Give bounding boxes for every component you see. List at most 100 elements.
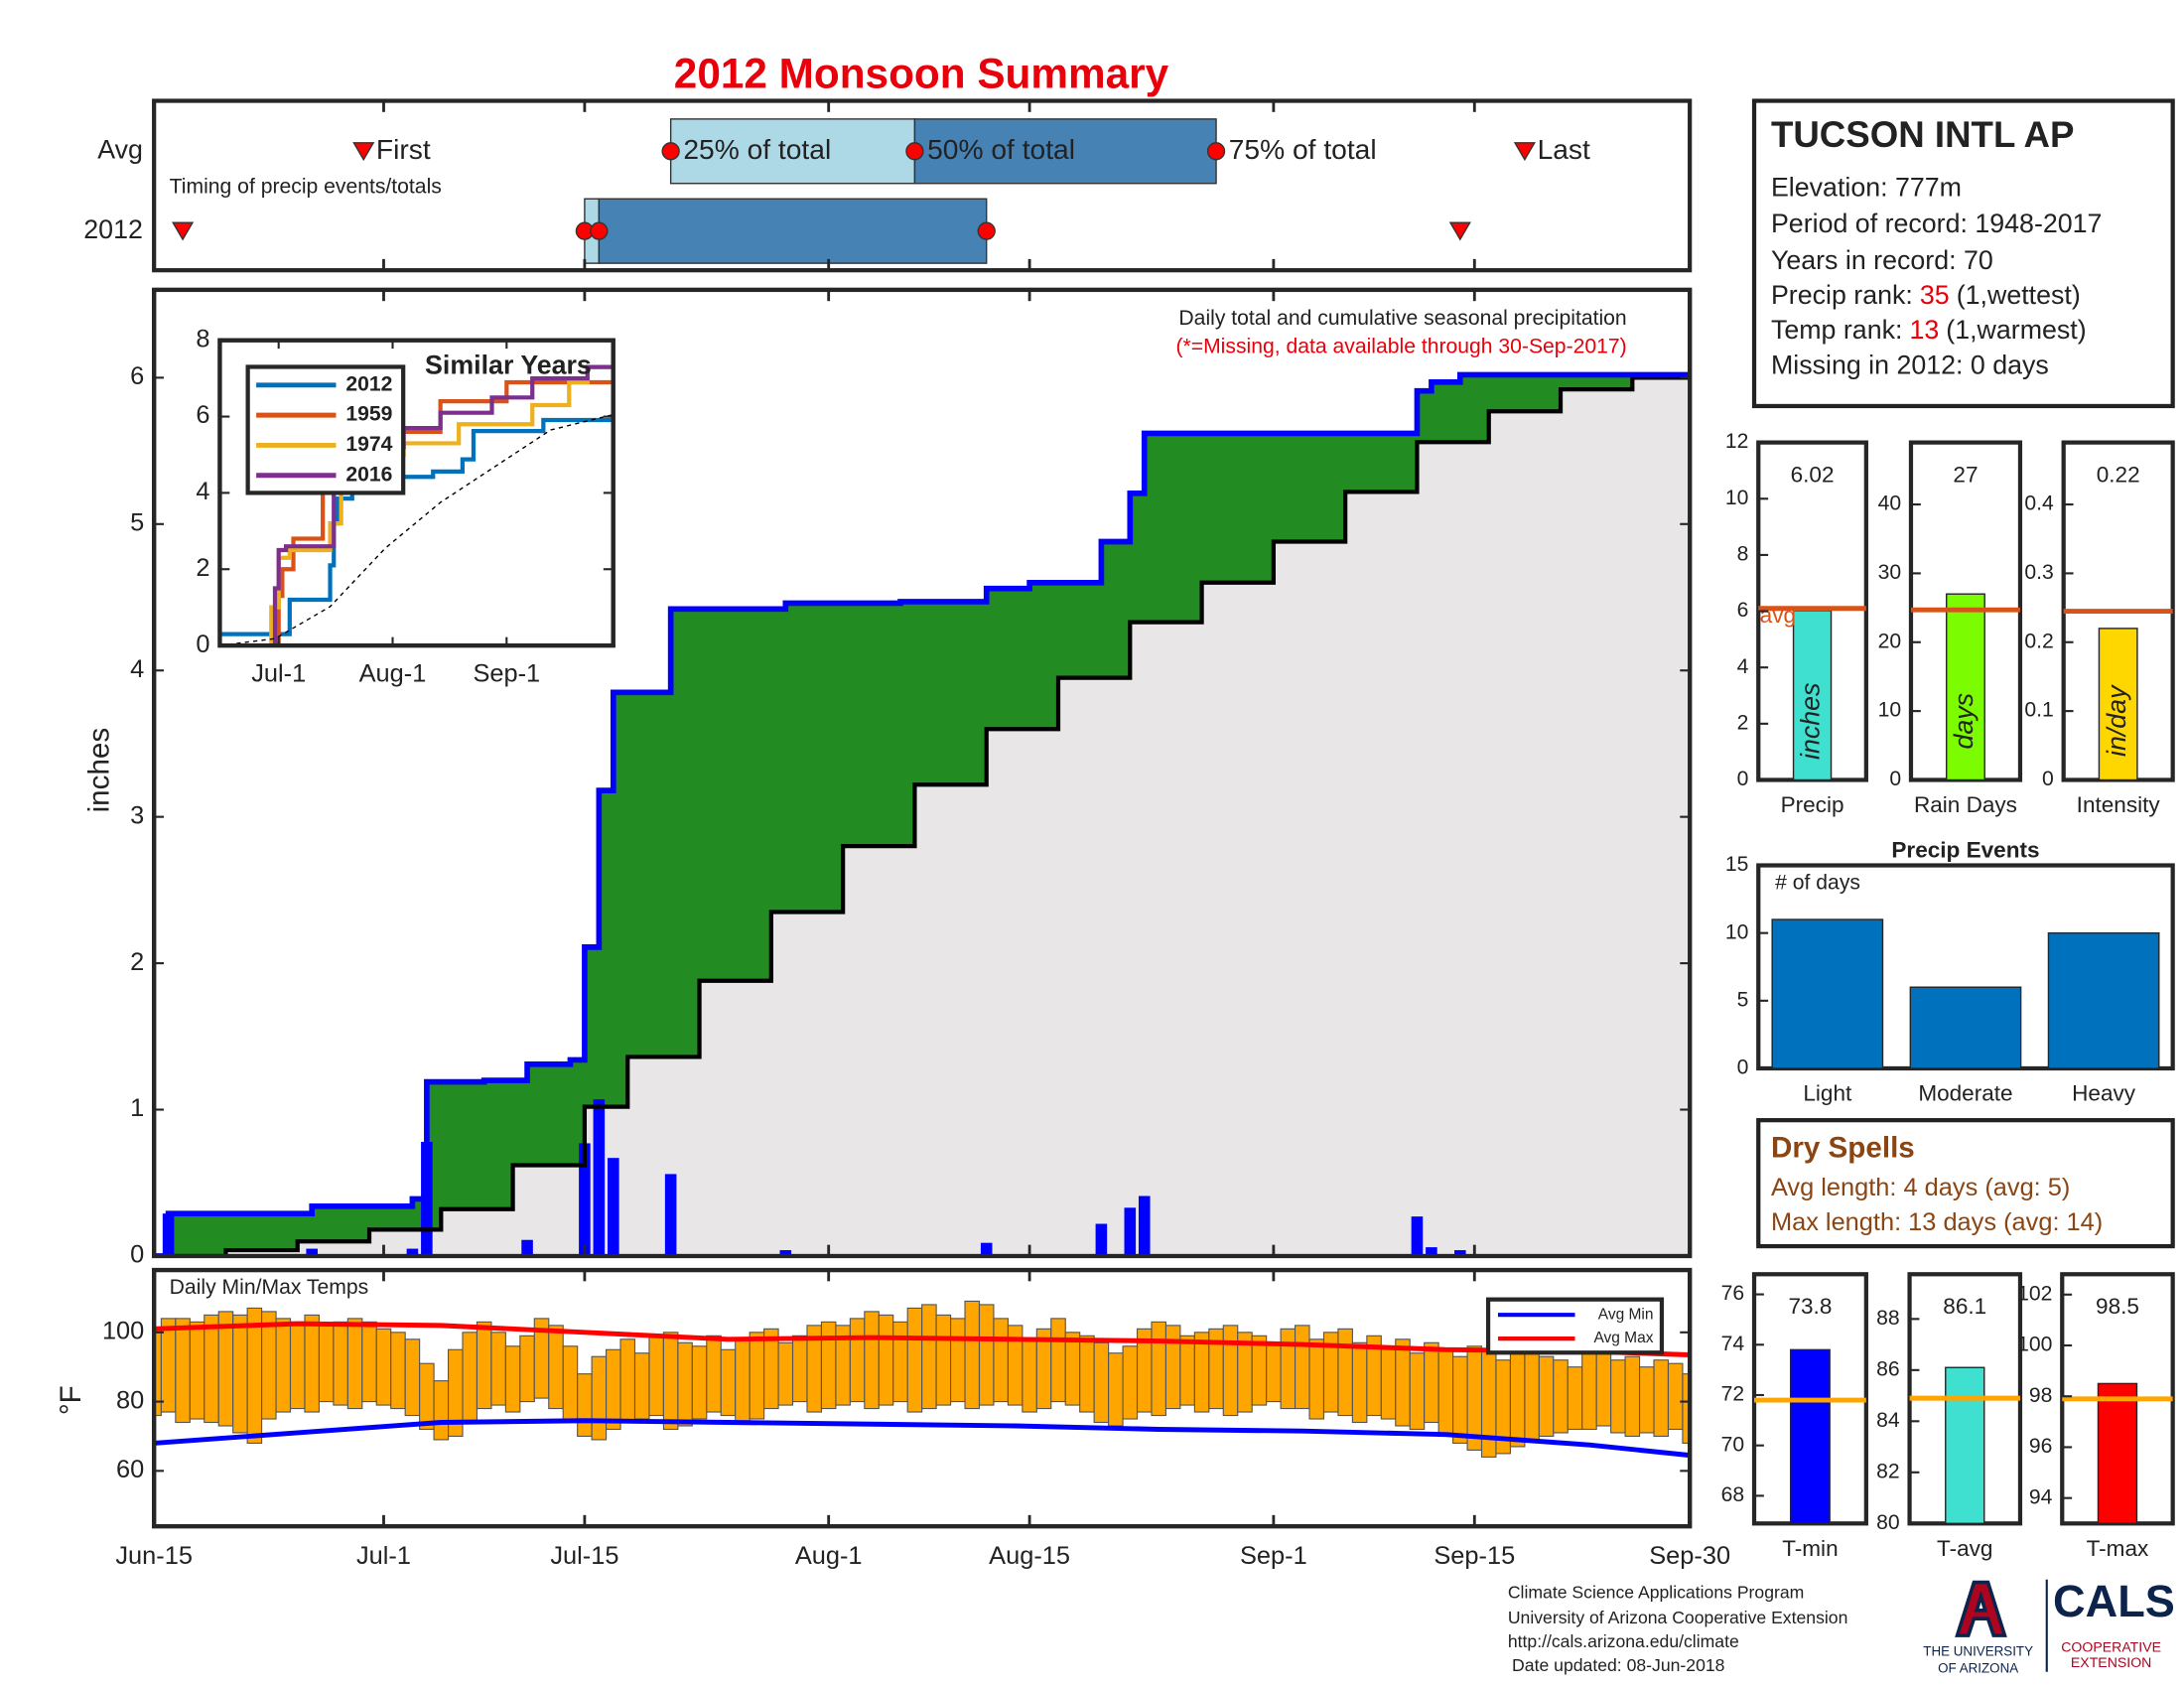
temp-range-bar bbox=[648, 1335, 664, 1417]
dry-spells-line: Max length: 13 days (avg: 14) bbox=[1771, 1208, 2103, 1236]
temp-range-bar bbox=[619, 1338, 636, 1424]
footer-line: http://cals.arizona.edu/climate bbox=[1508, 1631, 1739, 1651]
temp-range-bar bbox=[1424, 1341, 1439, 1424]
temp-range-bar bbox=[1251, 1335, 1268, 1406]
temp-range-bar bbox=[921, 1304, 937, 1410]
temp-range-bar bbox=[864, 1311, 880, 1410]
temp-range-bar bbox=[906, 1307, 923, 1413]
total-marker bbox=[905, 142, 924, 161]
temp-range-bar bbox=[419, 1362, 435, 1431]
temp-range-bar bbox=[1337, 1328, 1353, 1417]
y-tick-label: 4 bbox=[1737, 655, 1749, 678]
average-label: avg bbox=[1760, 603, 1796, 628]
marker-label: 75% of total bbox=[1229, 133, 1377, 165]
category-label: T-max bbox=[2087, 1536, 2149, 1561]
temp-range-bar bbox=[404, 1338, 421, 1417]
y-tick-label: 0 bbox=[130, 1241, 144, 1269]
temp-range-bar bbox=[375, 1328, 392, 1406]
y-tick-label: 10 bbox=[1725, 487, 1749, 509]
total-marker bbox=[661, 142, 680, 161]
temp-range-bar bbox=[591, 1355, 608, 1441]
temp-range-bar bbox=[606, 1348, 621, 1431]
station-line: Years in record: 70 bbox=[1771, 245, 1993, 275]
temp-range-bar bbox=[1266, 1341, 1282, 1403]
y-tick-label: 0 bbox=[1889, 768, 1901, 790]
y-tick-label: 84 bbox=[1876, 1409, 1900, 1432]
temp-range-bar bbox=[1064, 1332, 1081, 1406]
temp-range-bar bbox=[720, 1348, 737, 1417]
legend-label: 2012 bbox=[345, 372, 392, 395]
footer-line: Climate Science Applications Program bbox=[1508, 1582, 1805, 1602]
category-label: Intensity bbox=[2077, 792, 2161, 817]
y-tick-label: 0.4 bbox=[2024, 492, 2054, 515]
x-tick-label: Sep-1 bbox=[473, 659, 540, 687]
daily-bar bbox=[980, 1242, 993, 1256]
event-marker bbox=[1448, 221, 1471, 241]
legend-label: Avg Max bbox=[1593, 1330, 1653, 1346]
y-tick-label: 68 bbox=[1721, 1483, 1745, 1506]
x-tick-label: Jul-1 bbox=[251, 659, 306, 687]
temp-range-bar bbox=[346, 1318, 363, 1410]
x-tick-label: Jul-15 bbox=[550, 1542, 618, 1570]
y-tick-label: 6 bbox=[1737, 599, 1749, 622]
y-tick-label: 80 bbox=[116, 1386, 144, 1414]
y-tick-label: 60 bbox=[116, 1456, 144, 1483]
temp-range-bar bbox=[275, 1318, 292, 1413]
y-axis-label: °F bbox=[55, 1385, 87, 1415]
legend-label: 1959 bbox=[345, 403, 392, 426]
temp-range-bar bbox=[1179, 1335, 1195, 1406]
x-tick-label: Jul-1 bbox=[356, 1542, 411, 1570]
y-tick-label: 102 bbox=[2017, 1282, 2052, 1305]
y-tick-label: 10 bbox=[1725, 920, 1749, 943]
temp-range-bar bbox=[519, 1335, 535, 1403]
temp-range-bar bbox=[1524, 1345, 1540, 1441]
average-area bbox=[154, 369, 1691, 1256]
x-tick-label: Sep-15 bbox=[1433, 1542, 1515, 1570]
temp-range-bar bbox=[978, 1304, 995, 1406]
temp-range-bar bbox=[662, 1332, 679, 1431]
bar bbox=[1789, 1348, 1831, 1525]
temp-range-bar bbox=[1538, 1355, 1555, 1438]
y-tick-label: 8 bbox=[1737, 543, 1749, 566]
daily-bar bbox=[1138, 1196, 1151, 1256]
marker-label: Last bbox=[1538, 133, 1590, 165]
marker-label: First bbox=[376, 133, 431, 165]
temp-range-bar bbox=[232, 1314, 248, 1434]
temp-range-bar bbox=[1409, 1352, 1426, 1431]
temp-range-bar bbox=[433, 1380, 450, 1441]
temp-range-bar bbox=[548, 1325, 564, 1410]
temp-range-bar bbox=[633, 1352, 650, 1420]
temp-range-bar bbox=[1151, 1321, 1167, 1417]
y-tick-label: 86 bbox=[1876, 1357, 1900, 1380]
y-tick-label: 15 bbox=[1725, 853, 1749, 876]
category-label: Rain Days bbox=[1914, 792, 2017, 817]
daily-bar bbox=[306, 1248, 318, 1256]
temp-range-bar bbox=[735, 1338, 751, 1424]
temp-range-bar bbox=[1480, 1348, 1497, 1458]
y-tick-label: 80 bbox=[1876, 1511, 1900, 1534]
y-tick-label: 76 bbox=[1721, 1282, 1745, 1305]
y-tick-label: 0.3 bbox=[2024, 561, 2053, 584]
y-tick-label: 40 bbox=[1878, 492, 1902, 515]
temp-range-bar bbox=[476, 1321, 492, 1410]
rank-value: 35 bbox=[1920, 280, 1950, 310]
bar bbox=[1771, 918, 1884, 1069]
y-axis-label: inches bbox=[82, 728, 115, 813]
y-tick-label: 0 bbox=[2042, 768, 2054, 790]
y-tick-label: 100 bbox=[2017, 1334, 2052, 1356]
legend-label: 1974 bbox=[345, 433, 392, 456]
legend-label: 2016 bbox=[345, 463, 392, 486]
y-tick-label: 3 bbox=[130, 801, 144, 829]
logo-text: COOPERATIVE bbox=[2061, 1639, 2161, 1655]
y-tick-label: 74 bbox=[1721, 1333, 1745, 1355]
category-label: T-avg bbox=[1937, 1536, 1992, 1561]
rank-line: Precip rank: 35 (1,wettest) bbox=[1771, 280, 2081, 310]
x-tick-label: Sep-30 bbox=[1649, 1542, 1730, 1570]
rank-note: (1,wettest) bbox=[1957, 280, 2081, 310]
y-tick-label: 0 bbox=[1737, 1056, 1749, 1079]
panel-title: Precip Events bbox=[1891, 837, 2039, 862]
legend-box bbox=[245, 364, 406, 495]
temp-range-bar bbox=[1395, 1338, 1411, 1427]
temp-range-bar bbox=[562, 1345, 579, 1424]
temp-range-bar bbox=[361, 1321, 377, 1403]
